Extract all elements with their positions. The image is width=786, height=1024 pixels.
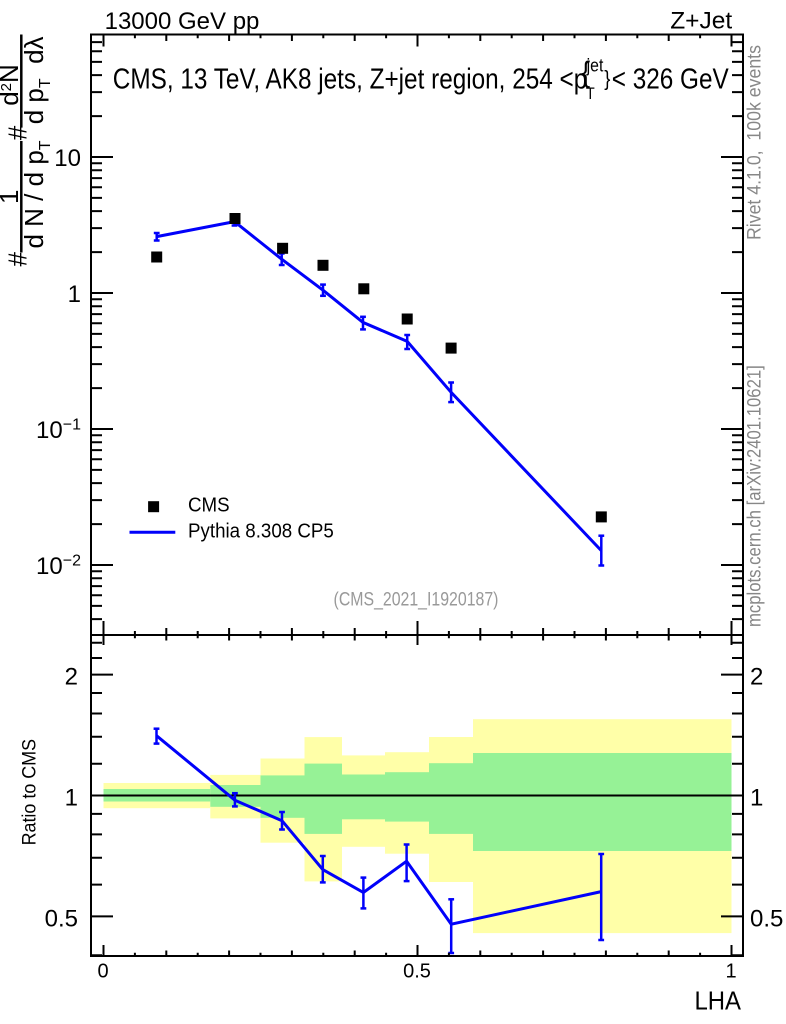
svg-text:CMS: CMS <box>188 494 230 517</box>
svg-text:1: 1 <box>725 960 736 982</box>
svg-text:0.5: 0.5 <box>45 905 78 932</box>
svg-text:1: 1 <box>0 190 24 204</box>
svg-text:Z+Jet: Z+Jet <box>670 8 732 35</box>
svg-text:d2N: d2N <box>0 64 24 106</box>
svg-text:0.5: 0.5 <box>750 905 783 932</box>
svg-text:10: 10 <box>54 145 81 172</box>
svg-text:10−1: 10−1 <box>36 417 81 445</box>
svg-text:d N / d pT: d N / d pT <box>19 140 54 248</box>
svg-text:0: 0 <box>97 960 108 982</box>
svg-text:0.5: 0.5 <box>403 960 431 982</box>
svg-text:#: # <box>3 252 33 267</box>
svg-text:Rivet 4.1.0, 100k events: Rivet 4.1.0, 100k events <box>743 45 765 240</box>
svg-text:1: 1 <box>750 785 763 812</box>
svg-text:2: 2 <box>750 664 763 691</box>
svg-text:(CMS_2021_I1920187): (CMS_2021_I1920187) <box>334 588 499 611</box>
svg-text:Pythia 8.308 CP5: Pythia 8.308 CP5 <box>188 520 334 543</box>
svg-text:mcplots.cern.ch [arXiv:2401.10: mcplots.cern.ch [arXiv:2401.10621] <box>743 365 764 627</box>
svg-text:1: 1 <box>65 785 78 812</box>
svg-text:Ratio to CMS: Ratio to CMS <box>18 739 40 845</box>
svg-text:LHA: LHA <box>694 987 741 1016</box>
svg-text:13000 GeV pp: 13000 GeV pp <box>105 8 260 35</box>
svg-text:2: 2 <box>65 664 78 691</box>
svg-text:#: # <box>3 125 33 140</box>
svg-text:1: 1 <box>68 281 81 308</box>
